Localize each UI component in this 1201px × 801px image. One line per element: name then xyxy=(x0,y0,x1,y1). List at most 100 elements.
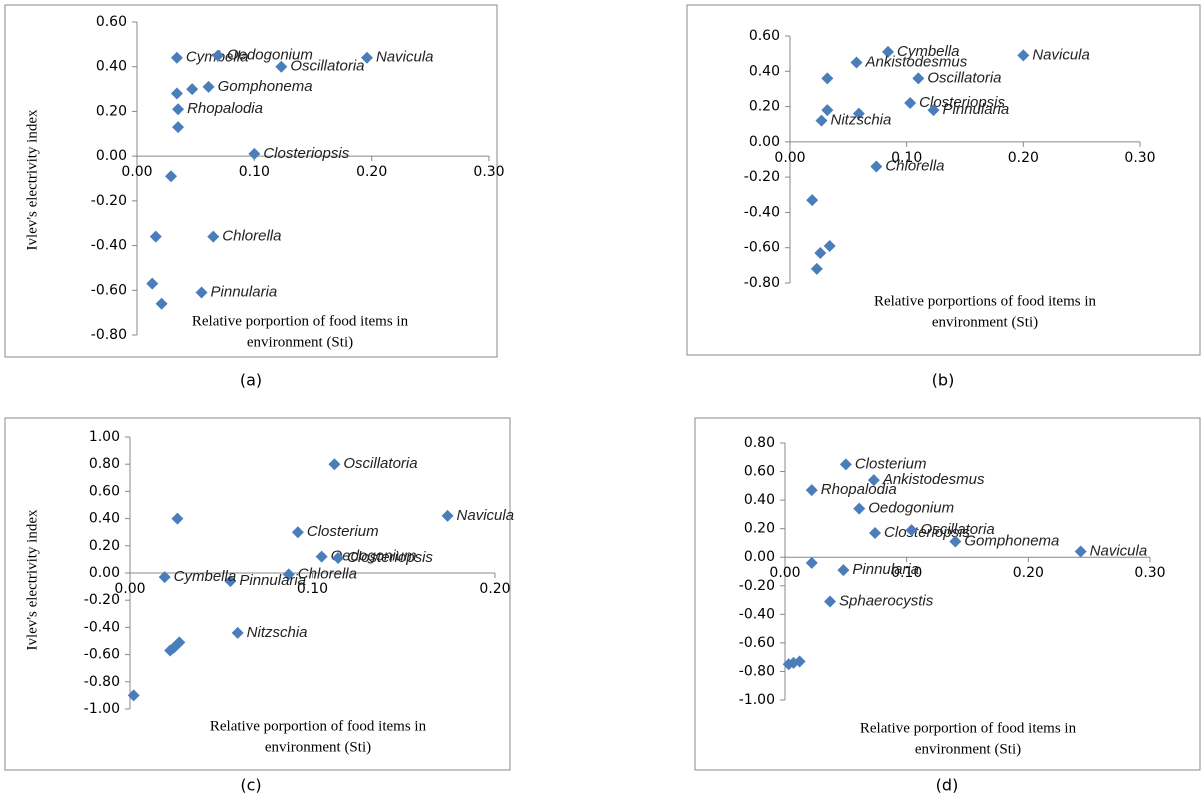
point xyxy=(823,239,836,252)
point xyxy=(821,104,834,117)
point xyxy=(164,644,177,657)
point-label: Oedogonium xyxy=(331,548,417,565)
x-axis-title: Relative porportion of food items in xyxy=(860,720,1077,736)
point xyxy=(949,535,962,548)
point-label: Oedogonium xyxy=(227,47,313,64)
point-label: Rhopalodia xyxy=(821,481,897,498)
point xyxy=(315,550,328,563)
point-label: Oscillatoria xyxy=(927,69,1001,86)
y-tick-label: -0.80 xyxy=(84,674,120,690)
point-label: Nitzschia xyxy=(247,624,308,641)
y-tick-label: 0.40 xyxy=(749,63,780,79)
point-label: Chlorella xyxy=(222,228,281,245)
point xyxy=(332,552,345,565)
point xyxy=(839,458,852,471)
point-label: Closteriopsis xyxy=(263,145,349,162)
point xyxy=(149,230,162,243)
point-label: Ankistodesmus xyxy=(865,53,968,70)
point xyxy=(870,160,883,173)
point xyxy=(207,230,220,243)
y-tick-label: 0.40 xyxy=(96,59,127,75)
point xyxy=(869,526,882,539)
x-axis-title: Relative porportion of food items in xyxy=(192,313,409,329)
x-tick-label: 0.20 xyxy=(1013,565,1044,581)
x-tick-label: 0.20 xyxy=(479,581,510,597)
x-axis-title: environment (Sti) xyxy=(247,334,353,350)
y-tick-label: -0.20 xyxy=(744,169,780,185)
point xyxy=(195,286,208,299)
y-tick-label: -0.80 xyxy=(739,663,775,679)
y-tick-label: 0.00 xyxy=(89,565,120,581)
point xyxy=(793,655,806,668)
y-tick-label: -0.60 xyxy=(744,240,780,256)
point-label: Sphaerocystis xyxy=(839,592,934,609)
point xyxy=(127,689,140,702)
y-tick-label: -0.40 xyxy=(84,619,120,635)
point-label: Navicula xyxy=(1032,46,1090,63)
point-label: Closteriopsis xyxy=(347,549,433,566)
point xyxy=(282,568,295,581)
point xyxy=(805,484,818,497)
point xyxy=(172,103,185,116)
y-tick-label: 0.20 xyxy=(89,538,120,554)
x-axis-title: environment (Sti) xyxy=(915,741,1021,757)
point xyxy=(814,247,827,260)
y-tick-label: 1.00 xyxy=(89,429,120,445)
point xyxy=(806,194,819,207)
point-label: Pinnularia xyxy=(943,101,1010,118)
point-label: Chlorella xyxy=(298,565,357,582)
point xyxy=(211,49,224,62)
point xyxy=(231,626,244,639)
y-tick-label: 0.00 xyxy=(749,134,780,150)
panel-caption: (d) xyxy=(936,776,959,795)
x-axis-title: environment (Sti) xyxy=(932,314,1038,330)
point xyxy=(441,509,454,522)
point xyxy=(837,564,850,577)
point xyxy=(852,107,865,120)
point-label: Gomphonema xyxy=(964,532,1059,549)
y-tick-label: 0.00 xyxy=(744,549,775,565)
point-label: Oscillatoria xyxy=(343,455,417,472)
y-tick-label: -0.40 xyxy=(91,238,127,254)
panel-border xyxy=(4,417,511,771)
point xyxy=(202,80,215,93)
point xyxy=(291,526,304,539)
point-label: Gomphonema xyxy=(218,78,313,95)
x-tick-label: 0.10 xyxy=(891,565,922,581)
point-label: Rhopalodia xyxy=(187,100,263,117)
point xyxy=(912,72,925,85)
point-label: Navicula xyxy=(376,49,434,66)
y-tick-label: 0.80 xyxy=(744,435,775,451)
x-tick-label: 0.10 xyxy=(297,581,328,597)
x-axis-title: Relative porportions of food items in xyxy=(874,293,1097,309)
point xyxy=(224,575,237,588)
point xyxy=(172,121,185,134)
point xyxy=(275,60,288,73)
panel-caption: (b) xyxy=(932,371,955,390)
y-tick-label: 0.20 xyxy=(96,103,127,119)
point xyxy=(186,83,199,96)
point-label: Pinnularia xyxy=(211,283,278,300)
x-tick-label: 0.20 xyxy=(1008,150,1039,166)
point xyxy=(165,170,178,183)
panel-border xyxy=(4,4,498,358)
y-tick-label: -0.80 xyxy=(91,327,127,343)
point-label: Pinnularia xyxy=(852,561,919,578)
x-tick-label: 0.00 xyxy=(774,150,805,166)
x-tick-label: 0.10 xyxy=(239,164,270,180)
point xyxy=(146,277,159,290)
y-tick-label: 0.00 xyxy=(96,148,127,164)
point xyxy=(170,87,183,100)
point xyxy=(815,114,828,127)
x-tick-label: 0.30 xyxy=(473,164,504,180)
x-tick-label: 0.20 xyxy=(356,164,387,180)
point xyxy=(810,262,823,275)
point xyxy=(155,297,168,310)
y-tick-label: 0.40 xyxy=(744,492,775,508)
x-axis-title: Relative porportion of food items in xyxy=(210,718,427,734)
point-label: Closterium xyxy=(307,523,379,540)
y-axis-title: Ivlev's electrivity index xyxy=(24,509,40,650)
panel-caption: (c) xyxy=(240,776,261,795)
x-tick-label: 0.30 xyxy=(1124,150,1155,166)
